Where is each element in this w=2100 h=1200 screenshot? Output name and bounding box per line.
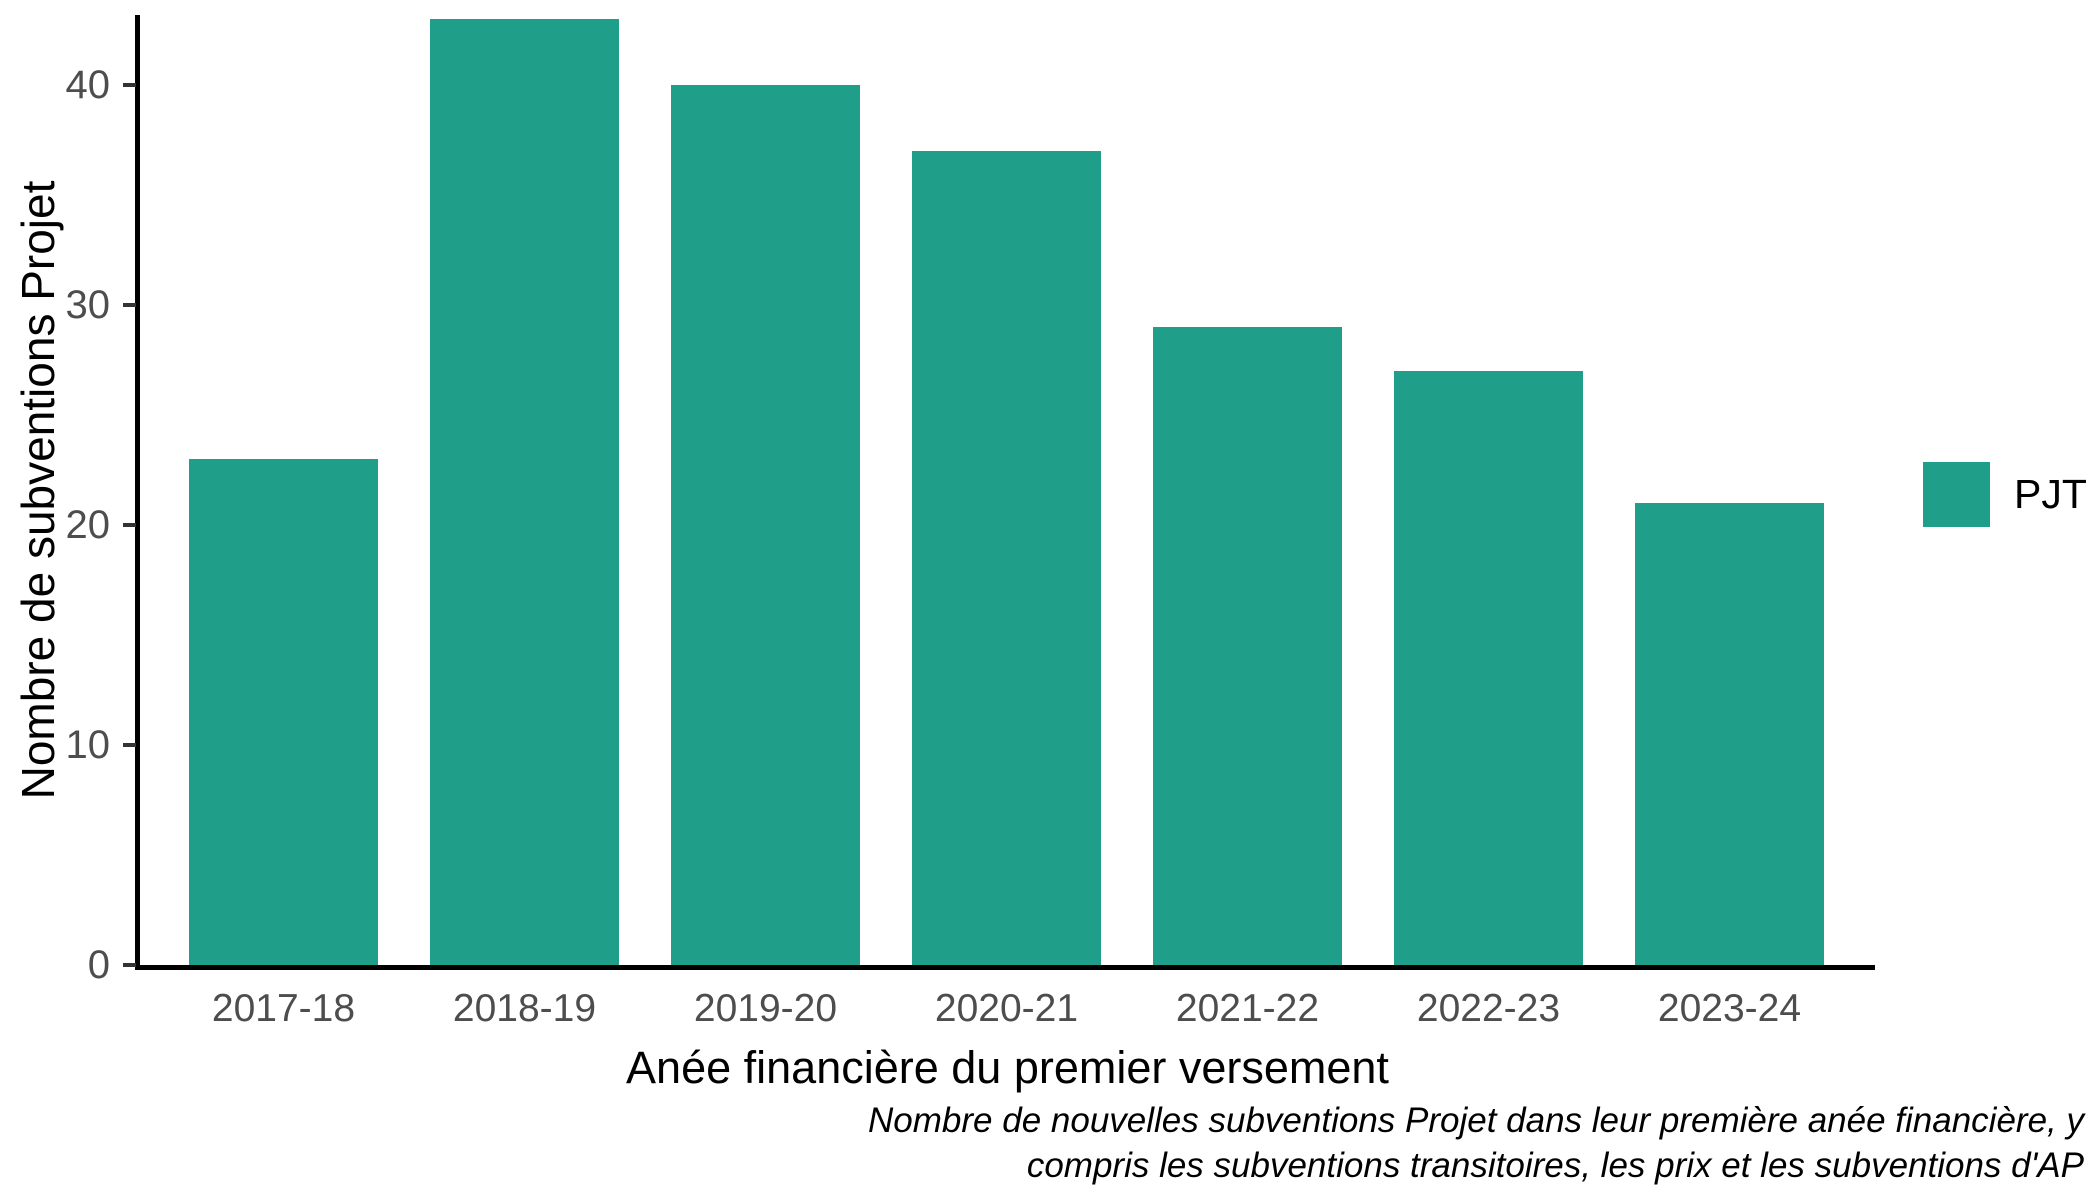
- caption-line-2: compris les subventions transitoires, le…: [1026, 1146, 2084, 1185]
- bar-2023-24: [1635, 503, 1824, 965]
- y-tick-label: 20: [65, 503, 111, 547]
- y-tick-mark: [123, 83, 136, 87]
- y-axis-title: Nombre de subventions Projet: [12, 180, 64, 800]
- y-tick-label: 10: [65, 723, 111, 767]
- legend-label: PJT: [2014, 471, 2087, 517]
- figure-caption: Nombre de nouvelles subventions Projet d…: [868, 1098, 2084, 1188]
- y-tick-mark: [123, 743, 136, 747]
- legend: PJT: [1923, 462, 2087, 527]
- bar-2017-18: [189, 459, 378, 965]
- bar-2018-19: [430, 19, 619, 965]
- x-tick-label: 2020-21: [934, 987, 1079, 1030]
- y-tick-mark: [123, 523, 136, 527]
- x-tick-label: 2017-18: [211, 987, 356, 1030]
- y-tick-label: 40: [65, 63, 111, 107]
- bar-2021-22: [1153, 327, 1342, 965]
- x-tick-label: 2019-20: [693, 987, 838, 1030]
- caption-line-1: Nombre de nouvelles subventions Projet d…: [868, 1101, 2084, 1140]
- y-tick-label: 30: [65, 283, 111, 327]
- plot-panel: 2017-18 2018-19 2019-20 2020-21 2021-22 2022-…: [66, 15, 1875, 1030]
- bar-2019-20: [671, 85, 860, 965]
- x-tick-label: 2022-23: [1416, 987, 1561, 1030]
- bar-2020-21: [912, 151, 1101, 965]
- x-tick-label: 2021-22: [1175, 987, 1320, 1030]
- x-axis-title: Anée financière du premier versement: [626, 1042, 1389, 1093]
- bar-2022-23: [1394, 371, 1583, 965]
- y-tick-label: 0: [87, 943, 110, 987]
- x-tick-label: 2023-24: [1657, 987, 1802, 1030]
- y-tick-mark: [123, 303, 136, 307]
- y-tick-mark: [123, 963, 136, 967]
- x-tick-label: 2018-19: [452, 987, 597, 1030]
- legend-key-swatch: [1923, 462, 1990, 527]
- y-axis-line: [135, 15, 140, 970]
